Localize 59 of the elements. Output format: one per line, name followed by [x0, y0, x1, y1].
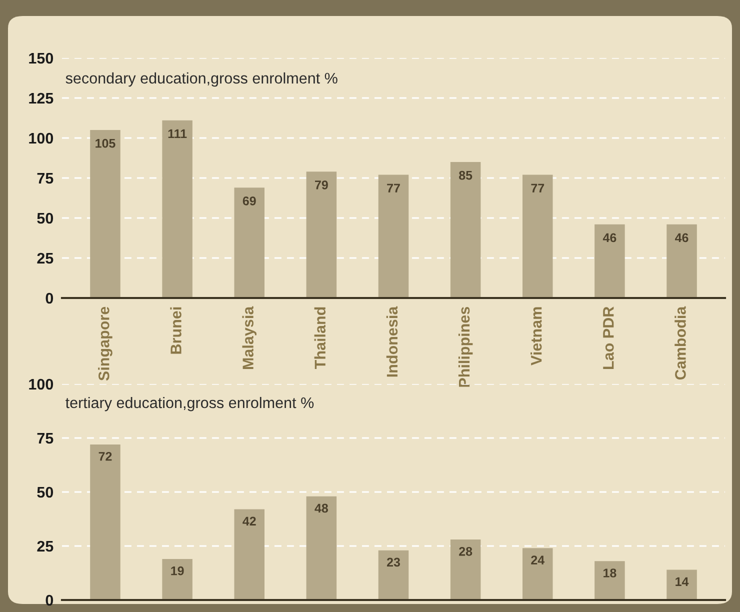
data-label: 105 — [96, 138, 116, 148]
y-tick-label: 125 — [29, 92, 54, 104]
data-label: 77 — [531, 184, 544, 192]
data-label: 24 — [531, 556, 545, 564]
x-tick-label: Vietnam — [530, 307, 542, 366]
y-tick-label: 75 — [37, 433, 54, 444]
bar — [306, 496, 337, 600]
data-label: 48 — [314, 504, 328, 513]
data-label: 46 — [675, 233, 688, 242]
bar — [450, 162, 481, 298]
x-tick-label: Singapore — [98, 306, 112, 381]
data-label: 18 — [604, 568, 616, 578]
bar — [594, 224, 625, 298]
y-tick-label: 25 — [37, 252, 54, 264]
y-tick-label: 25 — [37, 540, 54, 552]
bar — [162, 120, 192, 298]
data-label: 77 — [387, 184, 400, 192]
bar — [90, 444, 120, 600]
y-tick-label: 0 — [46, 292, 54, 304]
bar — [594, 561, 625, 600]
data-label: 28 — [459, 546, 472, 556]
y-tick-label: 75 — [37, 173, 54, 184]
bar — [666, 570, 697, 600]
x-tick-label: Brunei — [170, 307, 182, 354]
x-tick-label: Indonesia — [386, 306, 398, 377]
bar — [234, 188, 265, 298]
bar — [162, 558, 192, 600]
data-label: 72 — [98, 452, 112, 461]
data-label: 14 — [676, 577, 689, 586]
bar — [522, 174, 553, 298]
bar — [306, 172, 337, 298]
data-label: 85 — [459, 170, 472, 180]
data-label: 19 — [171, 566, 184, 576]
y-tick-label: 100 — [29, 378, 54, 390]
text: tertiary education,gross enrolment % — [66, 396, 314, 412]
x-tick-label: Philippines — [458, 306, 473, 387]
x-tick-label: Malaysia — [242, 306, 256, 370]
y-tick-label: 50 — [37, 486, 54, 498]
x-tick-label: Thailand — [314, 307, 326, 369]
data-label: 46 — [602, 233, 616, 242]
data-label: 69 — [242, 196, 256, 206]
data-label: 79 — [315, 180, 328, 190]
bar — [90, 130, 120, 298]
data-label: 42 — [242, 516, 256, 526]
y-tick-label: 50 — [37, 212, 54, 224]
bar — [450, 540, 481, 600]
x-tick-label: Lao PDR — [603, 306, 614, 369]
data-label: 23 — [386, 558, 400, 567]
bar — [234, 509, 265, 600]
x-tick-label: Cambodia — [674, 306, 686, 380]
bar — [378, 174, 409, 298]
y-tick-label: 0 — [46, 594, 54, 606]
y-tick-label: 100 — [29, 132, 54, 144]
text: secondary education,gross enrolment % — [66, 72, 338, 87]
y-tick-label: 150 — [29, 52, 54, 64]
bar — [666, 224, 697, 298]
data-label: 111 — [168, 129, 187, 138]
bar — [378, 550, 409, 600]
bar — [522, 548, 553, 600]
